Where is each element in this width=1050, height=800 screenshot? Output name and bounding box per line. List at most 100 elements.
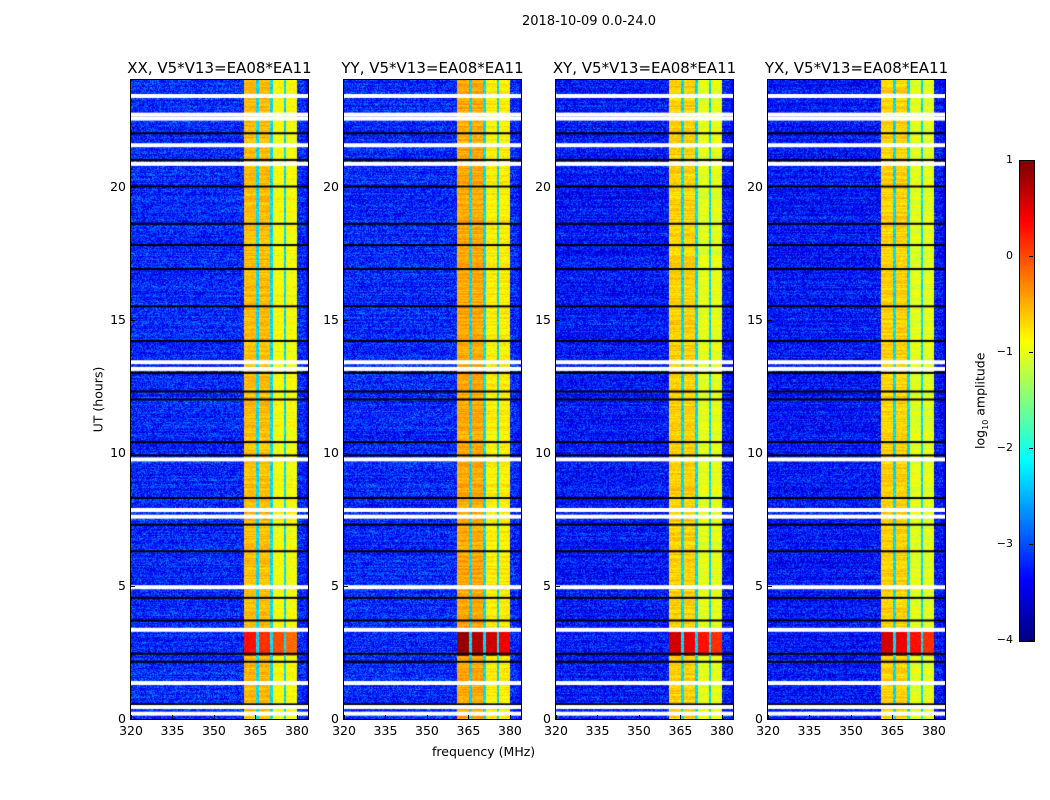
y-tick-label: 0 bbox=[543, 711, 551, 726]
colorbar-label: log10 amplitude bbox=[972, 341, 990, 461]
x-tick-label: 365 bbox=[243, 723, 268, 738]
colorbar-label-suffix: amplitude bbox=[972, 352, 988, 420]
y-tick-label: 10 bbox=[110, 444, 126, 460]
x-tick-label: 335 bbox=[585, 723, 610, 738]
x-tick-mark bbox=[385, 715, 387, 719]
x-axis-label: frequency (MHz) bbox=[432, 744, 536, 759]
colorbar-tick-label: −3 bbox=[996, 537, 1013, 550]
x-tick-mark bbox=[131, 715, 132, 719]
y-tick-label: 0 bbox=[755, 711, 763, 726]
y-tick-mark bbox=[344, 585, 348, 587]
x-tick-label: 380 bbox=[710, 723, 734, 738]
y-tick-mark bbox=[131, 585, 135, 587]
x-tick-mark bbox=[509, 715, 511, 719]
y-tick-label: 20 bbox=[323, 178, 339, 194]
x-tick-mark bbox=[213, 715, 215, 719]
y-tick-mark bbox=[344, 186, 348, 188]
y-axis-label: UT (hours) bbox=[90, 366, 106, 433]
y-tick-mark bbox=[556, 719, 560, 720]
heatmap-image bbox=[768, 80, 945, 719]
y-tick-mark bbox=[344, 319, 348, 321]
colorbar-tick-label: −1 bbox=[996, 345, 1013, 358]
panel-title: XY, V5*V13=EA08*EA11 bbox=[552, 59, 737, 77]
heatmap-panel-2 bbox=[555, 79, 734, 720]
figure-title: 2018-10-09 0.0-24.0 bbox=[522, 14, 656, 29]
x-tick-mark bbox=[680, 715, 682, 719]
x-tick-mark bbox=[638, 715, 640, 719]
y-tick-label: 20 bbox=[110, 178, 126, 194]
x-tick-mark bbox=[468, 715, 470, 719]
x-tick-label: 320 bbox=[332, 723, 356, 738]
colorbar-label-sub: 10 bbox=[980, 419, 990, 430]
colorbar-tick-mark bbox=[1029, 640, 1033, 641]
y-tick-mark bbox=[131, 452, 135, 454]
x-tick-label: 350 bbox=[415, 723, 439, 738]
colorbar-tick-label: 0 bbox=[1006, 249, 1013, 262]
panel-title: XX, V5*V13=EA08*EA11 bbox=[127, 59, 312, 77]
colorbar-tick-mark bbox=[1029, 160, 1033, 161]
colorbar-tick-mark bbox=[1029, 256, 1033, 257]
y-tick-mark bbox=[344, 452, 348, 454]
x-tick-label: 350 bbox=[839, 723, 863, 738]
heatmap-panel-3 bbox=[767, 79, 946, 720]
panel-title: YY, V5*V13=EA08*EA11 bbox=[341, 59, 524, 77]
y-tick-mark bbox=[131, 186, 135, 188]
x-tick-label: 380 bbox=[922, 723, 946, 738]
x-tick-mark bbox=[933, 715, 935, 719]
y-tick-label: 5 bbox=[543, 577, 551, 593]
colorbar-tick-mark bbox=[1029, 448, 1033, 449]
x-tick-label: 335 bbox=[797, 723, 822, 738]
colorbar-label-log: log bbox=[972, 429, 988, 449]
colorbar-tick-label: −4 bbox=[996, 633, 1013, 646]
y-tick-label: 10 bbox=[323, 444, 339, 460]
heatmap-image bbox=[556, 80, 733, 719]
y-tick-mark bbox=[556, 186, 560, 188]
x-tick-mark bbox=[556, 715, 557, 719]
x-tick-mark bbox=[892, 715, 894, 719]
colorbar-tick-mark bbox=[1029, 352, 1033, 353]
y-tick-label: 10 bbox=[747, 444, 763, 460]
y-tick-mark bbox=[556, 452, 560, 454]
x-tick-mark bbox=[850, 715, 852, 719]
y-tick-mark bbox=[768, 585, 772, 587]
y-tick-label: 20 bbox=[747, 178, 763, 194]
heatmap-image bbox=[344, 80, 521, 719]
x-tick-mark bbox=[597, 715, 599, 719]
y-tick-mark bbox=[131, 319, 135, 321]
x-tick-mark bbox=[296, 715, 298, 719]
x-tick-label: 335 bbox=[373, 723, 398, 738]
x-tick-label: 320 bbox=[119, 723, 143, 738]
x-tick-mark bbox=[426, 715, 428, 719]
x-tick-label: 335 bbox=[160, 723, 185, 738]
y-tick-mark bbox=[344, 719, 348, 720]
heatmap-panel-0 bbox=[130, 79, 309, 720]
x-tick-mark bbox=[255, 715, 257, 719]
y-tick-mark bbox=[556, 319, 560, 321]
heatmap-image bbox=[131, 80, 308, 719]
x-tick-label: 350 bbox=[627, 723, 651, 738]
y-tick-label: 5 bbox=[118, 577, 126, 593]
x-tick-label: 320 bbox=[756, 723, 780, 738]
colorbar-tick-label: 1 bbox=[1006, 153, 1013, 166]
colorbar-gradient bbox=[1020, 161, 1034, 641]
y-tick-label: 5 bbox=[331, 577, 339, 593]
y-tick-label: 15 bbox=[323, 311, 339, 327]
x-tick-label: 350 bbox=[202, 723, 226, 738]
y-tick-mark bbox=[768, 452, 772, 454]
y-tick-label: 0 bbox=[118, 711, 126, 726]
x-tick-mark bbox=[344, 715, 345, 719]
x-tick-label: 380 bbox=[285, 723, 309, 738]
colorbar bbox=[1019, 160, 1035, 642]
y-tick-label: 10 bbox=[535, 444, 551, 460]
x-tick-mark bbox=[721, 715, 723, 719]
x-tick-label: 320 bbox=[544, 723, 568, 738]
x-tick-mark bbox=[172, 715, 174, 719]
x-tick-label: 365 bbox=[668, 723, 693, 738]
y-tick-label: 0 bbox=[331, 711, 339, 726]
x-tick-label: 380 bbox=[498, 723, 522, 738]
x-tick-label: 365 bbox=[456, 723, 481, 738]
y-tick-label: 15 bbox=[535, 311, 551, 327]
y-tick-mark bbox=[768, 186, 772, 188]
y-tick-mark bbox=[768, 719, 772, 720]
y-tick-label: 5 bbox=[755, 577, 763, 593]
